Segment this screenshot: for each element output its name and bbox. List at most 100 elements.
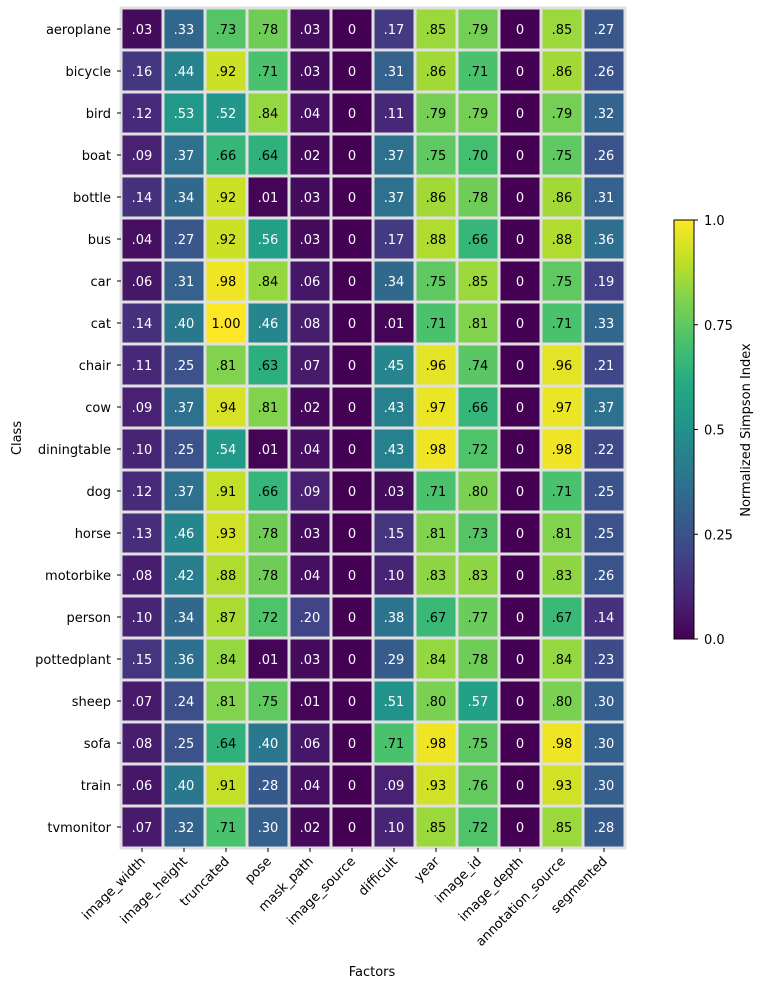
heatmap-cell-bird-truncated bbox=[203, 90, 249, 136]
cell-label-sofa-year: .98 bbox=[426, 737, 447, 752]
cell-label-tvmonitor-difficult: .10 bbox=[384, 821, 405, 836]
cell-label-horse-annotation_source: .81 bbox=[552, 527, 573, 542]
heatmap-cell-diningtable-image_width bbox=[119, 426, 165, 472]
cell-label-train-pose: .28 bbox=[258, 779, 279, 794]
heatmap-cell-horse-image_width bbox=[119, 510, 165, 556]
cell-label-bicycle-mask_path: .03 bbox=[300, 65, 321, 80]
heatmap-cell-car-image_id bbox=[455, 258, 501, 304]
cell-label-dog-truncated: .91 bbox=[216, 485, 237, 500]
cell-label-train-truncated: .91 bbox=[216, 779, 237, 794]
cell-label-cat-image_height: .40 bbox=[174, 317, 195, 332]
cell-label-bird-image_id: .79 bbox=[468, 107, 489, 122]
cell-label-boat-truncated: .66 bbox=[216, 149, 237, 164]
cell-label-diningtable-image_width: .10 bbox=[132, 443, 153, 458]
heatmap-cell-bird-difficult bbox=[371, 90, 417, 136]
cell-label-person-truncated: .87 bbox=[216, 611, 237, 626]
cell-label-dog-image_width: .12 bbox=[132, 485, 153, 500]
heatmap-cell-sheep-pose bbox=[245, 678, 291, 724]
cell-label-bottle-year: .86 bbox=[426, 191, 447, 206]
heatmap-cell-dog-segmented bbox=[581, 468, 627, 514]
cell-label-bottle-image_id: .78 bbox=[468, 191, 489, 206]
heatmap-cell-pottedplant-year bbox=[413, 636, 459, 682]
cell-label-sofa-image_source: 0 bbox=[348, 737, 356, 752]
heatmap-cell-boat-segmented bbox=[581, 132, 627, 178]
heatmap-cell-bottle-image_source bbox=[329, 174, 375, 220]
cell-label-aeroplane-pose: .78 bbox=[258, 23, 279, 38]
colorbar-tick-label-1: 0.25 bbox=[704, 528, 733, 543]
y-tick-label-bicycle: bicycle bbox=[66, 65, 111, 80]
cell-label-bus-image_source: 0 bbox=[348, 233, 356, 248]
y-tick-label-sheep: sheep bbox=[72, 695, 111, 710]
cell-label-boat-mask_path: .02 bbox=[300, 149, 321, 164]
cell-label-dog-difficult: .03 bbox=[384, 485, 405, 500]
colorbar-tick-label-3: 0.75 bbox=[704, 319, 733, 334]
cell-label-cat-image_source: 0 bbox=[348, 317, 356, 332]
x-tick-label-difficult: difficult bbox=[356, 854, 401, 899]
cell-label-cow-annotation_source: .97 bbox=[552, 401, 573, 416]
cell-label-cow-image_id: .66 bbox=[468, 401, 489, 416]
cell-label-chair-truncated: .81 bbox=[216, 359, 237, 374]
heatmap-cell-train-segmented bbox=[581, 762, 627, 808]
cell-label-bus-image_height: .27 bbox=[174, 233, 195, 248]
cell-label-chair-image_source: 0 bbox=[348, 359, 356, 374]
cell-label-tvmonitor-image_height: .32 bbox=[174, 821, 195, 836]
heatmap-cells bbox=[119, 6, 627, 850]
heatmap-cell-cow-difficult bbox=[371, 384, 417, 430]
cell-label-aeroplane-image_id: .79 bbox=[468, 23, 489, 38]
cell-label-person-annotation_source: .67 bbox=[552, 611, 573, 626]
cell-label-car-difficult: .34 bbox=[384, 275, 405, 290]
heatmap-cell-sofa-segmented bbox=[581, 720, 627, 766]
cell-label-bird-mask_path: .04 bbox=[300, 107, 321, 122]
cell-label-boat-year: .75 bbox=[426, 149, 447, 164]
heatmap-cell-sofa-year bbox=[413, 720, 459, 766]
y-tick-label-horse: horse bbox=[75, 527, 111, 542]
cell-label-chair-segmented: .21 bbox=[594, 359, 615, 374]
cell-label-diningtable-annotation_source: .98 bbox=[552, 443, 573, 458]
cell-label-bottle-image_height: .34 bbox=[174, 191, 195, 206]
heatmap-cell-dog-annotation_source bbox=[539, 468, 585, 514]
heatmap-cell-horse-mask_path bbox=[287, 510, 333, 556]
heatmap-cell-motorbike-segmented bbox=[581, 552, 627, 598]
cell-label-person-year: .67 bbox=[426, 611, 447, 626]
cell-label-car-image_source: 0 bbox=[348, 275, 356, 290]
cell-label-bicycle-image_source: 0 bbox=[348, 65, 356, 80]
cell-label-boat-difficult: .37 bbox=[384, 149, 405, 164]
y-tick-label-dog: dog bbox=[87, 485, 111, 500]
cell-label-bus-difficult: .17 bbox=[384, 233, 405, 248]
heatmap-cell-sofa-difficult bbox=[371, 720, 417, 766]
cell-label-cat-difficult: .01 bbox=[384, 317, 405, 332]
heatmap-cell-bus-year bbox=[413, 216, 459, 262]
colorbar-tick-label-4: 1.0 bbox=[704, 214, 725, 229]
heatmap-cell-sheep-image_depth bbox=[497, 678, 543, 724]
x-tick-label-pose: pose bbox=[242, 854, 275, 887]
cell-label-bottle-annotation_source: .86 bbox=[552, 191, 573, 206]
cell-label-chair-image_width: .11 bbox=[132, 359, 153, 374]
cell-label-tvmonitor-image_width: .07 bbox=[132, 821, 153, 836]
heatmap-cell-tvmonitor-annotation_source bbox=[539, 804, 585, 850]
cell-label-person-image_depth: 0 bbox=[516, 611, 524, 626]
cell-label-bird-image_height: .53 bbox=[174, 107, 195, 122]
cell-label-aeroplane-truncated: .73 bbox=[216, 23, 237, 38]
cell-label-tvmonitor-image_depth: 0 bbox=[516, 821, 524, 836]
cell-label-bottle-difficult: .37 bbox=[384, 191, 405, 206]
cell-label-cow-image_depth: 0 bbox=[516, 401, 524, 416]
cell-label-train-difficult: .09 bbox=[384, 779, 405, 794]
cell-label-bus-segmented: .36 bbox=[594, 233, 615, 248]
cell-label-motorbike-image_depth: 0 bbox=[516, 569, 524, 584]
cell-label-cat-annotation_source: .71 bbox=[552, 317, 573, 332]
cell-label-bottle-mask_path: .03 bbox=[300, 191, 321, 206]
cell-label-dog-pose: .66 bbox=[258, 485, 279, 500]
cell-label-person-mask_path: .20 bbox=[300, 611, 321, 626]
cell-label-car-year: .75 bbox=[426, 275, 447, 290]
cell-label-cow-difficult: .43 bbox=[384, 401, 405, 416]
heatmap-cell-diningtable-segmented bbox=[581, 426, 627, 472]
cell-label-sheep-image_id: .57 bbox=[468, 695, 489, 710]
cell-label-diningtable-image_height: .25 bbox=[174, 443, 195, 458]
y-tick-label-motorbike: motorbike bbox=[45, 569, 111, 584]
heatmap-cell-tvmonitor-year bbox=[413, 804, 459, 850]
cell-label-bottle-image_depth: 0 bbox=[516, 191, 524, 206]
cell-label-aeroplane-image_depth: 0 bbox=[516, 23, 524, 38]
cell-label-tvmonitor-mask_path: .02 bbox=[300, 821, 321, 836]
cell-label-car-segmented: .19 bbox=[594, 275, 615, 290]
